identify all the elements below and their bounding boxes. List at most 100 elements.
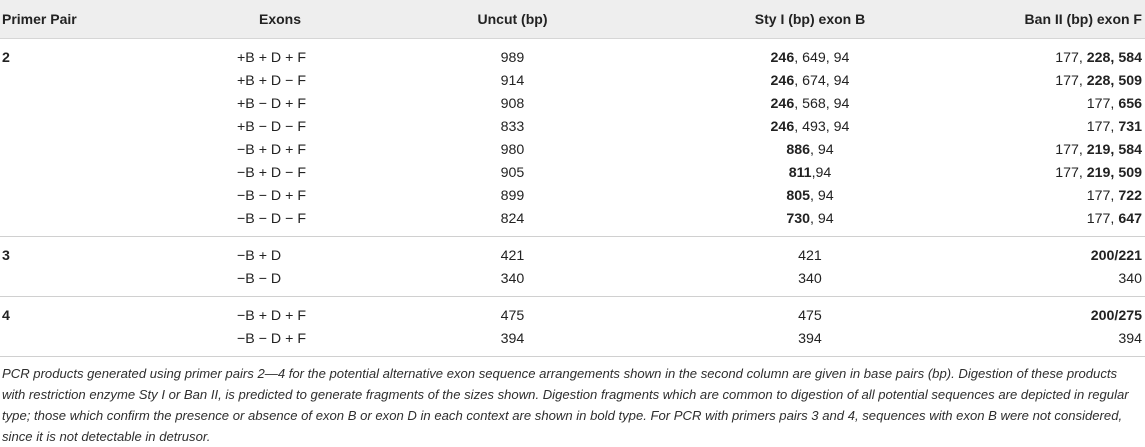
ban-ii-regular-fragment: 394 xyxy=(1118,330,1142,347)
sty-i-regular-fragment: , 493, 94 xyxy=(794,118,850,135)
header-ban-ii: Ban II (bp) exon F xyxy=(1024,11,1142,27)
uncut-cell: 475 xyxy=(500,307,525,324)
ban-ii-cell: 177, 228, 584 xyxy=(945,50,1145,66)
ban-ii-cell: 177, 647 xyxy=(945,211,1145,227)
table-row: +B − D + F 908 246, 568, 94 177, 656 xyxy=(0,92,1145,115)
data-table: Primer Pair Exons Uncut (bp) Sty I (bp) … xyxy=(0,0,1145,357)
table-row-group: 4 −B + D + F 475 475 200/275 −B − D + F 394 394… xyxy=(0,297,1145,357)
uncut-cell: 833 xyxy=(500,118,525,135)
uncut-cell: 905 xyxy=(500,164,525,181)
sty-i-cell: 246, 568, 94 xyxy=(675,96,945,112)
sty-i-regular-fragment: 394 xyxy=(798,330,822,347)
sty-i-regular-fragment: , 94 xyxy=(810,141,834,158)
ban-ii-regular-fragment: 177, xyxy=(1055,49,1087,66)
uncut-cell: 421 xyxy=(500,247,525,264)
sty-i-regular-fragment: , 94 xyxy=(810,187,834,204)
ban-ii-bold-fragment: 219, 509 xyxy=(1086,164,1142,181)
ban-ii-bold-fragment: 219, 584 xyxy=(1086,141,1142,158)
exons-cell: +B − D + F xyxy=(237,95,306,112)
sty-i-cell: 886, 94 xyxy=(675,142,945,158)
sty-i-cell: 421 xyxy=(675,248,945,264)
table-row: −B − D + F 899 805, 94 177, 722 xyxy=(0,184,1145,207)
table-row-group: 3 −B + D 421 421 200/221 −B − D 340 340 340 xyxy=(0,237,1145,297)
sty-i-bold-fragment: 246 xyxy=(770,49,795,66)
sty-i-regular-fragment: 475 xyxy=(798,307,822,324)
ban-ii-regular-fragment: 177, xyxy=(1086,187,1119,204)
sty-i-regular-fragment: , 94 xyxy=(810,210,834,227)
uncut-cell: 899 xyxy=(500,187,525,204)
ban-ii-regular-fragment: 177, xyxy=(1055,72,1087,89)
table-row: 3 −B + D 421 421 200/221 xyxy=(0,244,1145,267)
uncut-cell: 989 xyxy=(500,49,525,66)
sty-i-cell: 730, 94 xyxy=(675,211,945,227)
sty-i-regular-fragment: , 649, 94 xyxy=(794,49,850,66)
exons-cell: +B + D + F xyxy=(237,49,306,66)
ban-ii-cell: 394 xyxy=(945,331,1145,347)
table-body: 2 +B + D + F 989 246, 649, 94 177, 228, 584 +… xyxy=(0,39,1145,357)
ban-ii-cell: 177, 219, 509 xyxy=(945,165,1145,181)
sty-i-regular-fragment: 421 xyxy=(798,247,822,264)
exons-cell: −B − D + F xyxy=(237,187,306,204)
sty-i-regular-fragment: , 568, 94 xyxy=(794,95,850,112)
table-row: −B + D − F 905 811,94 177, 219, 509 xyxy=(0,161,1145,184)
ban-ii-bold-fragment: 228, 584 xyxy=(1086,49,1142,66)
ban-ii-bold-fragment: 200/221 xyxy=(1090,247,1142,264)
sty-i-regular-fragment: , 674, 94 xyxy=(794,72,850,89)
table-row: 4 −B + D + F 475 475 200/275 xyxy=(0,304,1145,327)
primer-pair-cell: 3 xyxy=(2,247,10,264)
exons-cell: −B + D xyxy=(237,247,282,264)
ban-ii-regular-fragment: 177, xyxy=(1086,210,1119,227)
exons-cell: −B − D − F xyxy=(237,210,306,227)
uncut-cell: 394 xyxy=(500,330,525,347)
ban-ii-regular-fragment: 177, xyxy=(1086,95,1119,112)
ban-ii-cell: 200/221 xyxy=(945,248,1145,264)
ban-ii-cell: 177, 731 xyxy=(945,119,1145,135)
ban-ii-regular-fragment: 177, xyxy=(1086,118,1119,135)
exons-cell: +B − D − F xyxy=(237,118,306,135)
exons-cell: +B + D − F xyxy=(237,72,306,89)
sty-i-cell: 475 xyxy=(675,308,945,324)
sty-i-bold-fragment: 811 xyxy=(788,164,812,181)
sty-i-bold-fragment: 730 xyxy=(786,210,810,227)
ban-ii-regular-fragment: 177, xyxy=(1055,164,1087,181)
uncut-cell: 914 xyxy=(500,72,525,89)
table-row: 2 +B + D + F 989 246, 649, 94 177, 228, 584 xyxy=(0,46,1145,69)
table-row: +B + D − F 914 246, 674, 94 177, 228, 509 xyxy=(0,69,1145,92)
sty-i-cell: 246, 649, 94 xyxy=(675,50,945,66)
ban-ii-cell: 177, 656 xyxy=(945,96,1145,112)
sty-i-regular-fragment: 340 xyxy=(798,270,822,287)
ban-ii-cell: 177, 228, 509 xyxy=(945,73,1145,89)
sty-i-bold-fragment: 805 xyxy=(786,187,810,204)
exons-cell: −B + D − F xyxy=(237,164,306,181)
ban-ii-bold-fragment: 647 xyxy=(1118,210,1142,227)
header-primer-pair: Primer Pair xyxy=(2,11,77,27)
table-row-group: 2 +B + D + F 989 246, 649, 94 177, 228, 584 +… xyxy=(0,39,1145,237)
header-uncut: Uncut (bp) xyxy=(477,11,548,27)
ban-ii-bold-fragment: 200/275 xyxy=(1090,307,1142,324)
exons-cell: −B + D + F xyxy=(237,307,306,324)
table-row: +B − D − F 833 246, 493, 94 177, 731 xyxy=(0,115,1145,138)
sty-i-cell: 246, 493, 94 xyxy=(675,119,945,135)
uncut-cell: 340 xyxy=(500,270,525,287)
ban-ii-bold-fragment: 731 xyxy=(1118,118,1142,135)
table-row: −B − D 340 340 340 xyxy=(0,267,1145,290)
sty-i-bold-fragment: 246 xyxy=(770,95,795,112)
sty-i-cell: 394 xyxy=(675,331,945,347)
sty-i-cell: 246, 674, 94 xyxy=(675,73,945,89)
table-footnote: PCR products generated using primer pair… xyxy=(2,366,1129,444)
exons-cell: −B − D xyxy=(237,270,282,287)
exons-cell: −B + D + F xyxy=(237,141,306,158)
table-row: −B − D + F 394 394 394 xyxy=(0,327,1145,350)
ban-ii-bold-fragment: 228, 509 xyxy=(1086,72,1142,89)
sty-i-bold-fragment: 886 xyxy=(786,141,810,158)
header-sty-i: Sty I (bp) exon B xyxy=(754,11,866,27)
sty-i-regular-fragment: ,94 xyxy=(811,164,832,181)
uncut-cell: 980 xyxy=(500,141,525,158)
sty-i-cell: 811,94 xyxy=(675,165,945,181)
table-row: −B + D + F 980 886, 94 177, 219, 584 xyxy=(0,138,1145,161)
sty-i-cell: 805, 94 xyxy=(675,188,945,204)
table-row: −B − D − F 824 730, 94 177, 647 xyxy=(0,207,1145,230)
ban-ii-cell: 340 xyxy=(945,271,1145,287)
exons-cell: −B − D + F xyxy=(237,330,306,347)
header-exons: Exons xyxy=(258,11,301,27)
